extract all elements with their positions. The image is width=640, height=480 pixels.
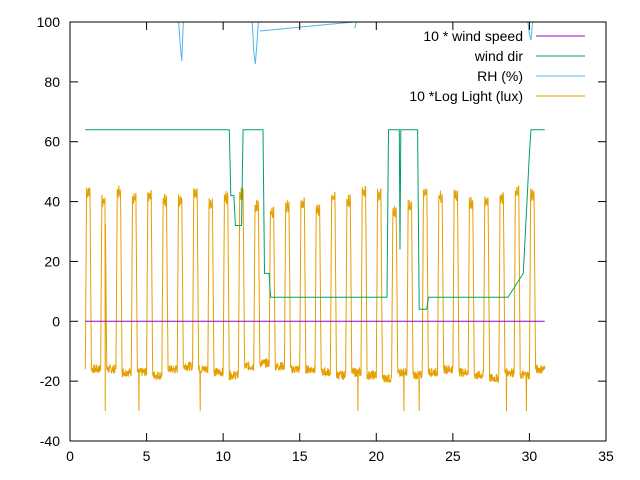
y-tick-label: -20 — [40, 373, 60, 389]
light-line — [84, 185, 546, 412]
x-tick-label: 30 — [522, 448, 538, 464]
rh-line — [178, 21, 184, 61]
x-tick-label: 15 — [292, 448, 308, 464]
x-tick-label: 10 — [215, 448, 231, 464]
rh-line — [527, 21, 533, 41]
x-tick-label: 35 — [598, 448, 614, 464]
y-axis: -40 -20 0 20 40 60 80 100 — [37, 14, 606, 449]
x-tick-label: 5 — [143, 448, 151, 464]
legend-label: 10 * wind speed — [423, 28, 523, 44]
y-tick-label: 100 — [37, 14, 61, 30]
legend-label: 10 *Log Light (lux) — [409, 88, 523, 104]
rh-line — [259, 21, 354, 32]
y-tick-label: 0 — [52, 313, 60, 329]
x-axis: 0 5 10 15 20 25 30 35 — [66, 22, 614, 464]
rh-line — [354, 21, 357, 29]
wind-dir-line — [85, 129, 545, 310]
x-tick-label: 25 — [445, 448, 461, 464]
legend-label: RH (%) — [477, 68, 523, 84]
y-tick-label: 80 — [44, 74, 60, 90]
legend: 10 * wind speed wind dir RH (%) 10 *Log Lig… — [409, 28, 585, 104]
rh-line — [251, 21, 259, 64]
y-tick-label: -40 — [40, 433, 60, 449]
y-tick-label: 40 — [44, 194, 60, 210]
plot-series — [84, 21, 546, 412]
x-tick-label: 20 — [368, 448, 384, 464]
plot-border — [69, 21, 607, 442]
x-tick-label: 0 — [66, 448, 74, 464]
legend-label: wind dir — [474, 48, 524, 64]
y-tick-label: 60 — [44, 134, 60, 150]
y-tick-label: 20 — [44, 253, 60, 269]
